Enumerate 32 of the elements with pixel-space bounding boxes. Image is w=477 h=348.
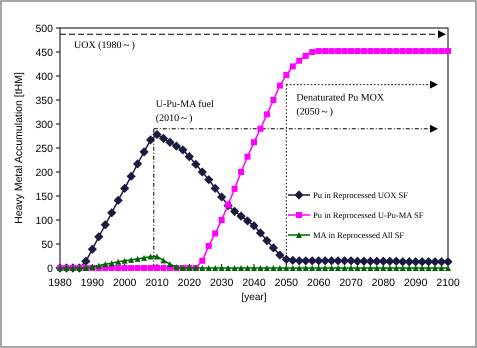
x-tick-label: 2060 — [306, 277, 331, 289]
x-tick-label: 2040 — [242, 277, 266, 289]
y-tick-label: 200 — [35, 167, 54, 179]
x-tick-label: 1990 — [80, 277, 104, 289]
y-tick-label: 50 — [41, 239, 54, 251]
x-tick-label: 2080 — [372, 277, 396, 289]
y-tick-label: 0 — [47, 263, 54, 275]
x-tick-label: 2030 — [210, 277, 234, 289]
x-tick-label: 2100 — [436, 277, 460, 289]
x-axis-title: [year] — [241, 292, 267, 303]
y-tick-label: 400 — [35, 71, 54, 83]
x-tick-label: 2070 — [339, 277, 363, 289]
annotation: U-Pu-MA fuel (2010～) — [156, 98, 214, 124]
x-tick-label: 1980 — [48, 277, 72, 289]
y-tick-label: 250 — [35, 143, 54, 155]
y-tick-label: 100 — [35, 215, 54, 227]
annotation: Denaturated Pu MOX (2050～) — [296, 92, 384, 118]
y-tick-label: 300 — [35, 119, 54, 131]
legend-label: MA in Reprocessed All SF — [313, 230, 404, 240]
y-axis-title: Heavy Metal Accumulation [tHM] — [13, 72, 25, 224]
x-tick-label: 2020 — [178, 277, 202, 289]
x-tick-label: 2050 — [274, 277, 298, 289]
y-tick-label: 500 — [35, 23, 54, 35]
x-tick-label: 2010 — [145, 277, 169, 289]
legend-label: Pu in Reprocessed U-Pu-MA SF — [313, 210, 424, 220]
y-tick-label: 350 — [35, 95, 54, 107]
ref-line-label: UOX (1980～) — [74, 40, 135, 52]
y-tick-label: 150 — [35, 191, 54, 203]
x-tick-label: 2000 — [112, 277, 137, 289]
x-tick-label: 2090 — [404, 277, 428, 289]
y-tick-label: 450 — [35, 47, 54, 59]
legend-label: Pu in Reprocessed UOX SF — [313, 190, 408, 200]
